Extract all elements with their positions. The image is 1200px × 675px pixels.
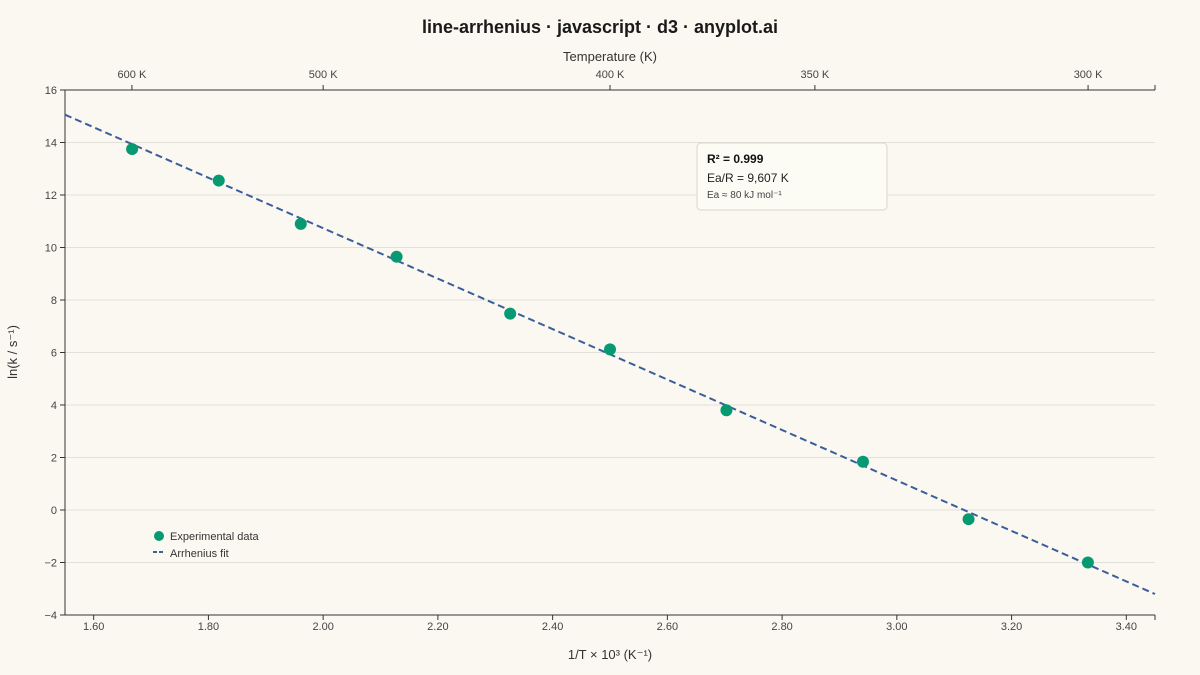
- y-tick-label: −4: [44, 610, 57, 622]
- legend-marker-experimental: [154, 531, 164, 541]
- axes: −4 −2 0 2 4 6 8 10 12 14 16 1.60 1.80 2.00 2.20 2.40 2.6…: [44, 69, 1156, 633]
- chart-title: line-arrhenius · javascript · d3 · anypl…: [422, 17, 778, 37]
- x-tick-label: 2.80: [771, 621, 792, 633]
- x-tick-label: 1.60: [83, 621, 104, 633]
- data-point: [856, 455, 869, 468]
- legend: Experimental data Arrhenius fit: [153, 531, 260, 560]
- data-point: [604, 343, 616, 356]
- x-tick-label: 2.00: [312, 621, 333, 633]
- data-point: [1081, 556, 1094, 569]
- y-tick-label: −2: [44, 558, 57, 570]
- top-tick-label: 400 K: [596, 69, 625, 81]
- data-point: [962, 513, 975, 526]
- data-point: [504, 307, 517, 320]
- data-point: [720, 404, 733, 417]
- annotation-ea: Ea ≈ 80 kJ mol⁻¹: [707, 190, 782, 201]
- x-tick-label: 1.80: [198, 621, 219, 633]
- top-tick-label: 500 K: [309, 69, 338, 81]
- data-point: [126, 143, 139, 156]
- data-point: [294, 217, 307, 230]
- y-tick-label: 2: [51, 453, 57, 465]
- y-axis-label: ln(k / s⁻¹): [5, 325, 20, 379]
- y-tick-label: 8: [51, 295, 57, 307]
- points-layer: [126, 143, 1094, 569]
- annotation-box: R² = 0.999 Ea/R = 9,607 K Ea ≈ 80 kJ mol…: [696, 142, 888, 211]
- y-tick-label: 14: [45, 138, 57, 150]
- x-tick-label: 2.40: [542, 621, 563, 633]
- x-tick-label: 3.00: [886, 621, 907, 633]
- annotation-r2: R² = 0.999: [707, 152, 764, 166]
- top-tick-label: 300 K: [1074, 69, 1103, 81]
- data-point: [390, 250, 403, 263]
- y-tick-label: 10: [45, 243, 57, 255]
- legend-label-fit: Arrhenius fit: [170, 548, 229, 560]
- top-tick-label: 350 K: [801, 69, 830, 81]
- x-tick-label: 3.40: [1116, 621, 1137, 633]
- annotation-ea-r: Ea/R = 9,607 K: [707, 171, 789, 185]
- y-tick-label: 0: [51, 505, 57, 517]
- annotation-background: [696, 142, 888, 211]
- y-tick-label: 4: [51, 400, 57, 412]
- x-tick-label: 2.60: [657, 621, 678, 633]
- y-tick-label: 6: [51, 348, 57, 360]
- y-tick-label: 16: [45, 85, 57, 97]
- top-axis-label: Temperature (K): [563, 49, 657, 64]
- legend-label-experimental: Experimental data: [170, 531, 260, 543]
- x-axis-label: 1/T × 10³ (K⁻¹): [568, 647, 652, 662]
- data-point: [212, 174, 225, 187]
- x-tick-label: 3.20: [1001, 621, 1022, 633]
- top-tick-label: 600 K: [118, 69, 147, 81]
- x-tick-label: 2.20: [427, 621, 448, 633]
- y-tick-label: 12: [45, 190, 57, 202]
